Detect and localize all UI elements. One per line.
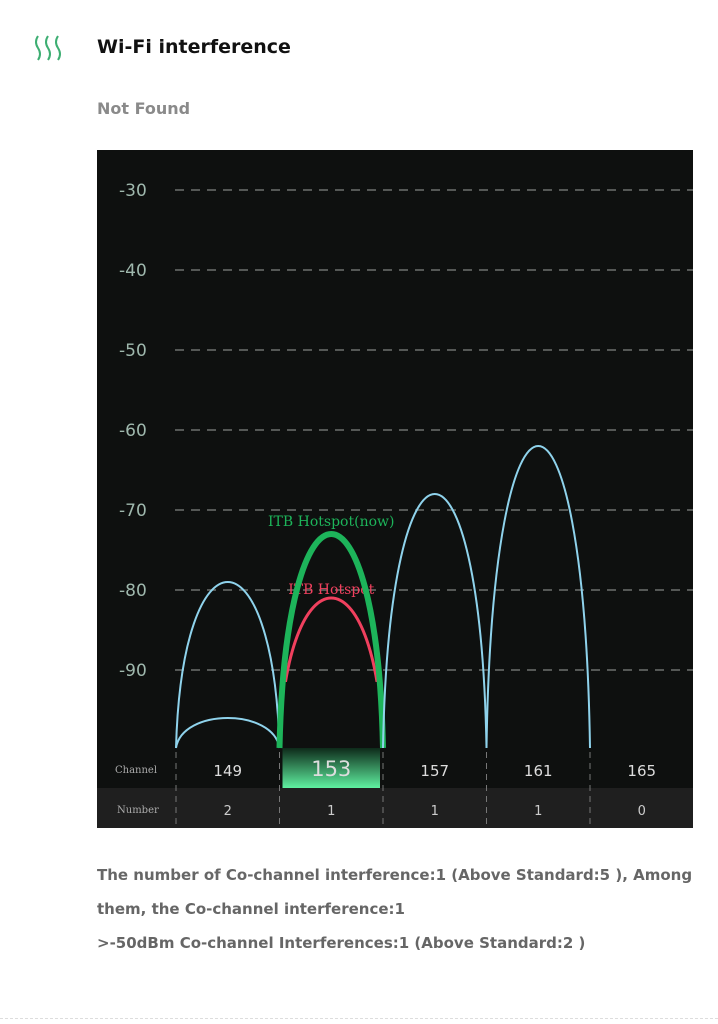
network-curve [276, 531, 386, 749]
number-row-bg [97, 788, 693, 828]
channel-count: 1 [431, 804, 439, 819]
channel-cell-157[interactable]: 157 [420, 762, 449, 780]
interference-chart: -30 -40 -50 -60 -70 -80 -90 Channel Number 149 2 15… [97, 150, 693, 828]
network-label: ITB Hotspot [288, 582, 374, 598]
channel-count: 2 [224, 804, 232, 819]
y-tick-label: -80 [119, 581, 147, 601]
y-tick-label: -60 [119, 421, 147, 441]
number-row-label: Number [117, 805, 159, 816]
channel-count: 1 [327, 804, 335, 819]
y-tick-label: -90 [119, 661, 147, 681]
section-title: Wi-Fi interference [97, 36, 291, 58]
channel-cell-161[interactable]: 161 [524, 762, 553, 780]
y-tick-label: -40 [119, 261, 147, 281]
channel-row-label: Channel [115, 765, 157, 776]
network-curve [175, 717, 281, 749]
selected-channel-highlight [282, 748, 380, 788]
description-line-1: The number of Co-channel interference:1 … [97, 866, 693, 918]
y-tick-label: -70 [119, 501, 147, 521]
network-label: ITB Hotspot(now) [268, 514, 394, 530]
network-curve [175, 581, 281, 749]
description-line-2: >-50dBm Co-channel Interferences:1 (Abov… [97, 934, 586, 952]
channel-cell-149[interactable]: 149 [213, 762, 242, 780]
channel-cell-153[interactable]: 153 [311, 757, 351, 781]
wifi-interference-waves-icon [35, 35, 61, 61]
channel-cell-165[interactable]: 165 [627, 762, 656, 780]
y-tick-label: -30 [119, 181, 147, 201]
network-curve [382, 493, 488, 749]
network-curve [284, 596, 379, 682]
interference-description: The number of Co-channel interference:1 … [97, 858, 697, 960]
status-text: Not Found [97, 99, 191, 118]
y-tick-label: -50 [119, 341, 147, 361]
network-curve [485, 445, 591, 749]
channel-count: 0 [638, 804, 646, 819]
divider [0, 1018, 718, 1019]
channel-count: 1 [534, 804, 542, 819]
